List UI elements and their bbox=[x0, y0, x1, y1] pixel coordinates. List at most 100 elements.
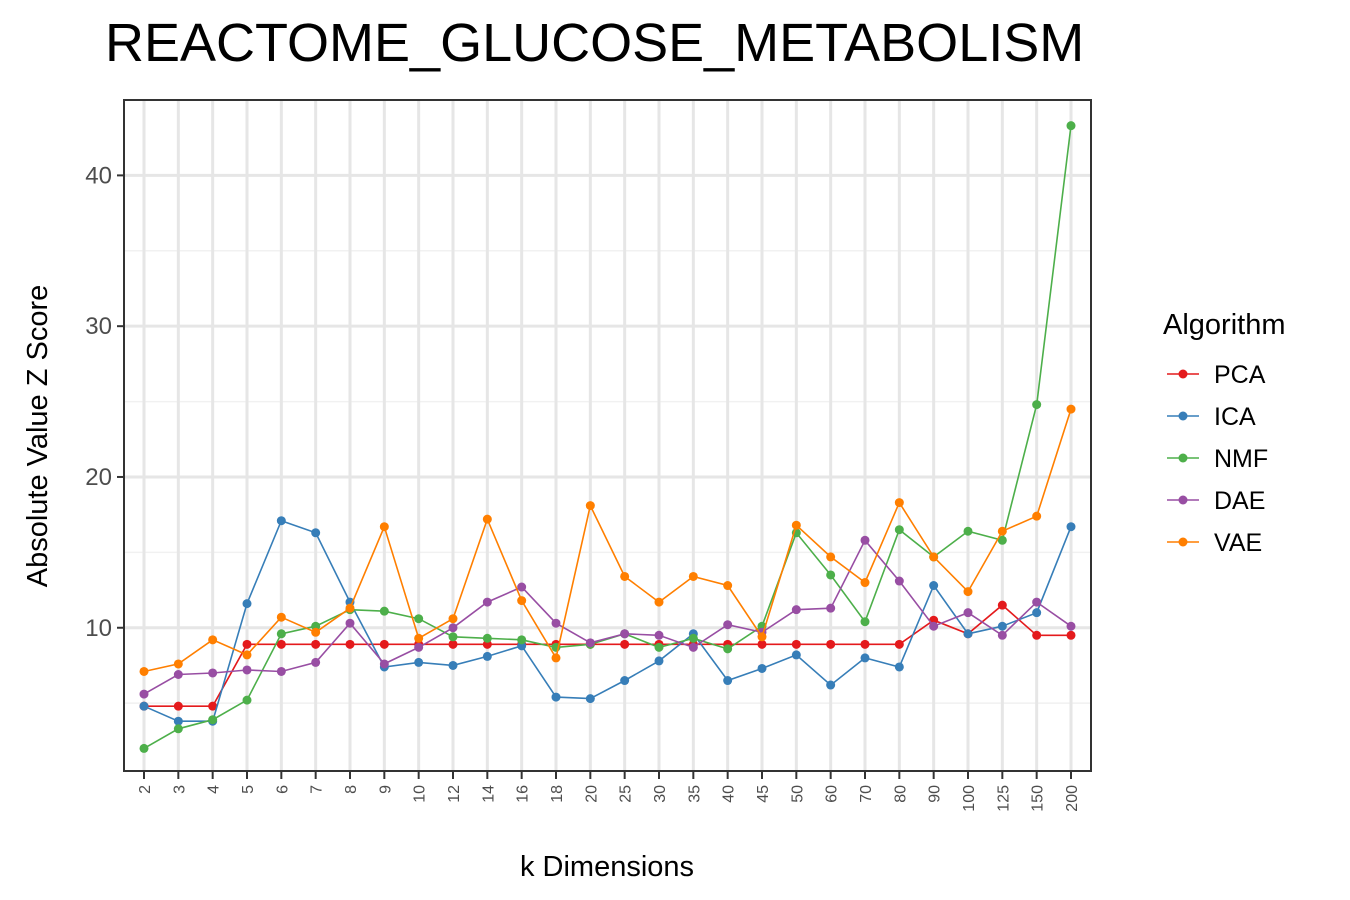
data-point-dae bbox=[723, 620, 733, 630]
x-tick-label: 40 bbox=[721, 785, 738, 803]
data-point-nmf bbox=[276, 629, 286, 639]
legend-label: ICA bbox=[1214, 403, 1256, 431]
legend-key-point bbox=[1178, 411, 1188, 421]
x-tick-label: 16 bbox=[515, 785, 532, 803]
series-layer bbox=[139, 121, 1076, 753]
legend-key-point bbox=[1178, 537, 1188, 547]
data-point-ica bbox=[139, 701, 149, 711]
data-point-pca bbox=[791, 639, 801, 649]
data-point-dae bbox=[688, 642, 698, 652]
series-line-ica bbox=[143, 519, 1072, 723]
data-point-dae bbox=[517, 582, 527, 592]
data-point-nmf bbox=[1066, 121, 1076, 131]
x-tick-label: 125 bbox=[995, 785, 1012, 812]
data-point-ica bbox=[860, 653, 870, 663]
data-point-ica bbox=[414, 657, 424, 667]
data-point-nmf bbox=[482, 633, 492, 643]
legend-label: PCA bbox=[1214, 361, 1266, 389]
legend-item-dae: DAE bbox=[1167, 487, 1265, 515]
data-point-ica bbox=[1032, 608, 1042, 618]
data-point-dae bbox=[620, 629, 630, 639]
y-tick-label: 20 bbox=[85, 464, 112, 491]
data-point-vae bbox=[654, 597, 664, 607]
data-point-ica bbox=[894, 662, 904, 672]
data-point-nmf bbox=[208, 715, 218, 725]
data-point-nmf bbox=[860, 617, 870, 627]
x-tick-label: 90 bbox=[927, 785, 944, 803]
data-point-dae bbox=[379, 659, 389, 669]
data-point-ica bbox=[242, 599, 252, 609]
data-point-ica bbox=[173, 716, 183, 726]
data-point-dae bbox=[929, 621, 939, 631]
data-point-pca bbox=[894, 639, 904, 649]
data-point-dae bbox=[448, 623, 458, 633]
data-point-vae bbox=[173, 659, 183, 669]
series-line-nmf bbox=[143, 125, 1072, 750]
legend-item-vae: VAE bbox=[1167, 529, 1262, 557]
grid-layer bbox=[124, 100, 1091, 771]
data-point-vae bbox=[894, 498, 904, 508]
data-point-vae bbox=[551, 653, 561, 663]
data-point-pca bbox=[620, 639, 630, 649]
data-point-dae bbox=[139, 689, 149, 699]
y-tick-label: 40 bbox=[85, 162, 112, 189]
legend-item-pca: PCA bbox=[1167, 361, 1266, 389]
x-tick-label: 8 bbox=[343, 785, 360, 794]
legend-key-point bbox=[1178, 453, 1188, 463]
data-point-ica bbox=[826, 680, 836, 690]
x-tick-label: 12 bbox=[446, 785, 463, 803]
data-point-ica bbox=[963, 629, 973, 639]
data-point-pca bbox=[757, 639, 767, 649]
data-point-ica bbox=[482, 651, 492, 661]
legend-label: DAE bbox=[1214, 487, 1265, 515]
data-point-nmf bbox=[826, 570, 836, 580]
x-tick-label: 4 bbox=[206, 785, 223, 794]
x-tick-label: 25 bbox=[618, 785, 635, 803]
data-point-dae bbox=[894, 576, 904, 586]
data-point-pca bbox=[860, 639, 870, 649]
data-point-vae bbox=[311, 627, 321, 637]
data-point-pca bbox=[1066, 630, 1076, 640]
legend-title: Algorithm bbox=[1163, 309, 1286, 341]
data-point-pca bbox=[173, 701, 183, 711]
data-point-dae bbox=[826, 603, 836, 613]
data-point-vae bbox=[208, 635, 218, 645]
data-point-pca bbox=[1032, 630, 1042, 640]
x-tick-label: 80 bbox=[892, 785, 909, 803]
x-tick-label: 70 bbox=[858, 785, 875, 803]
x-tick-label: 9 bbox=[377, 785, 394, 794]
data-point-nmf bbox=[448, 632, 458, 642]
x-tick-label: 6 bbox=[274, 785, 291, 794]
data-point-vae bbox=[860, 578, 870, 588]
x-tick-label: 30 bbox=[652, 785, 669, 803]
data-point-vae bbox=[345, 603, 355, 613]
data-point-nmf bbox=[1032, 400, 1042, 410]
data-point-nmf bbox=[242, 695, 252, 705]
data-point-ica bbox=[929, 581, 939, 591]
data-point-nmf bbox=[139, 743, 149, 753]
x-tick-label: 50 bbox=[789, 785, 806, 803]
data-point-vae bbox=[963, 587, 973, 597]
data-point-dae bbox=[551, 618, 561, 628]
data-point-dae bbox=[311, 657, 321, 667]
data-point-pca bbox=[826, 639, 836, 649]
data-point-nmf bbox=[688, 633, 698, 643]
data-point-ica bbox=[276, 516, 286, 526]
data-point-pca bbox=[379, 639, 389, 649]
x-tick-label: 60 bbox=[824, 785, 841, 803]
data-point-vae bbox=[791, 520, 801, 530]
data-point-nmf bbox=[894, 525, 904, 535]
data-point-vae bbox=[585, 501, 595, 511]
legend-label: VAE bbox=[1214, 529, 1262, 557]
legend-item-nmf: NMF bbox=[1167, 445, 1268, 473]
data-point-vae bbox=[517, 596, 527, 606]
y-tick-label: 10 bbox=[85, 615, 112, 642]
x-tick-label: 7 bbox=[309, 785, 326, 794]
chart-title: REACTOME_GLUCOSE_METABOLISM bbox=[105, 13, 1085, 73]
data-point-pca bbox=[311, 639, 321, 649]
x-tick-label: 35 bbox=[686, 785, 703, 803]
x-tick-label: 20 bbox=[583, 785, 600, 803]
x-tick-label: 14 bbox=[480, 785, 497, 803]
data-point-vae bbox=[448, 614, 458, 624]
data-point-ica bbox=[448, 660, 458, 670]
